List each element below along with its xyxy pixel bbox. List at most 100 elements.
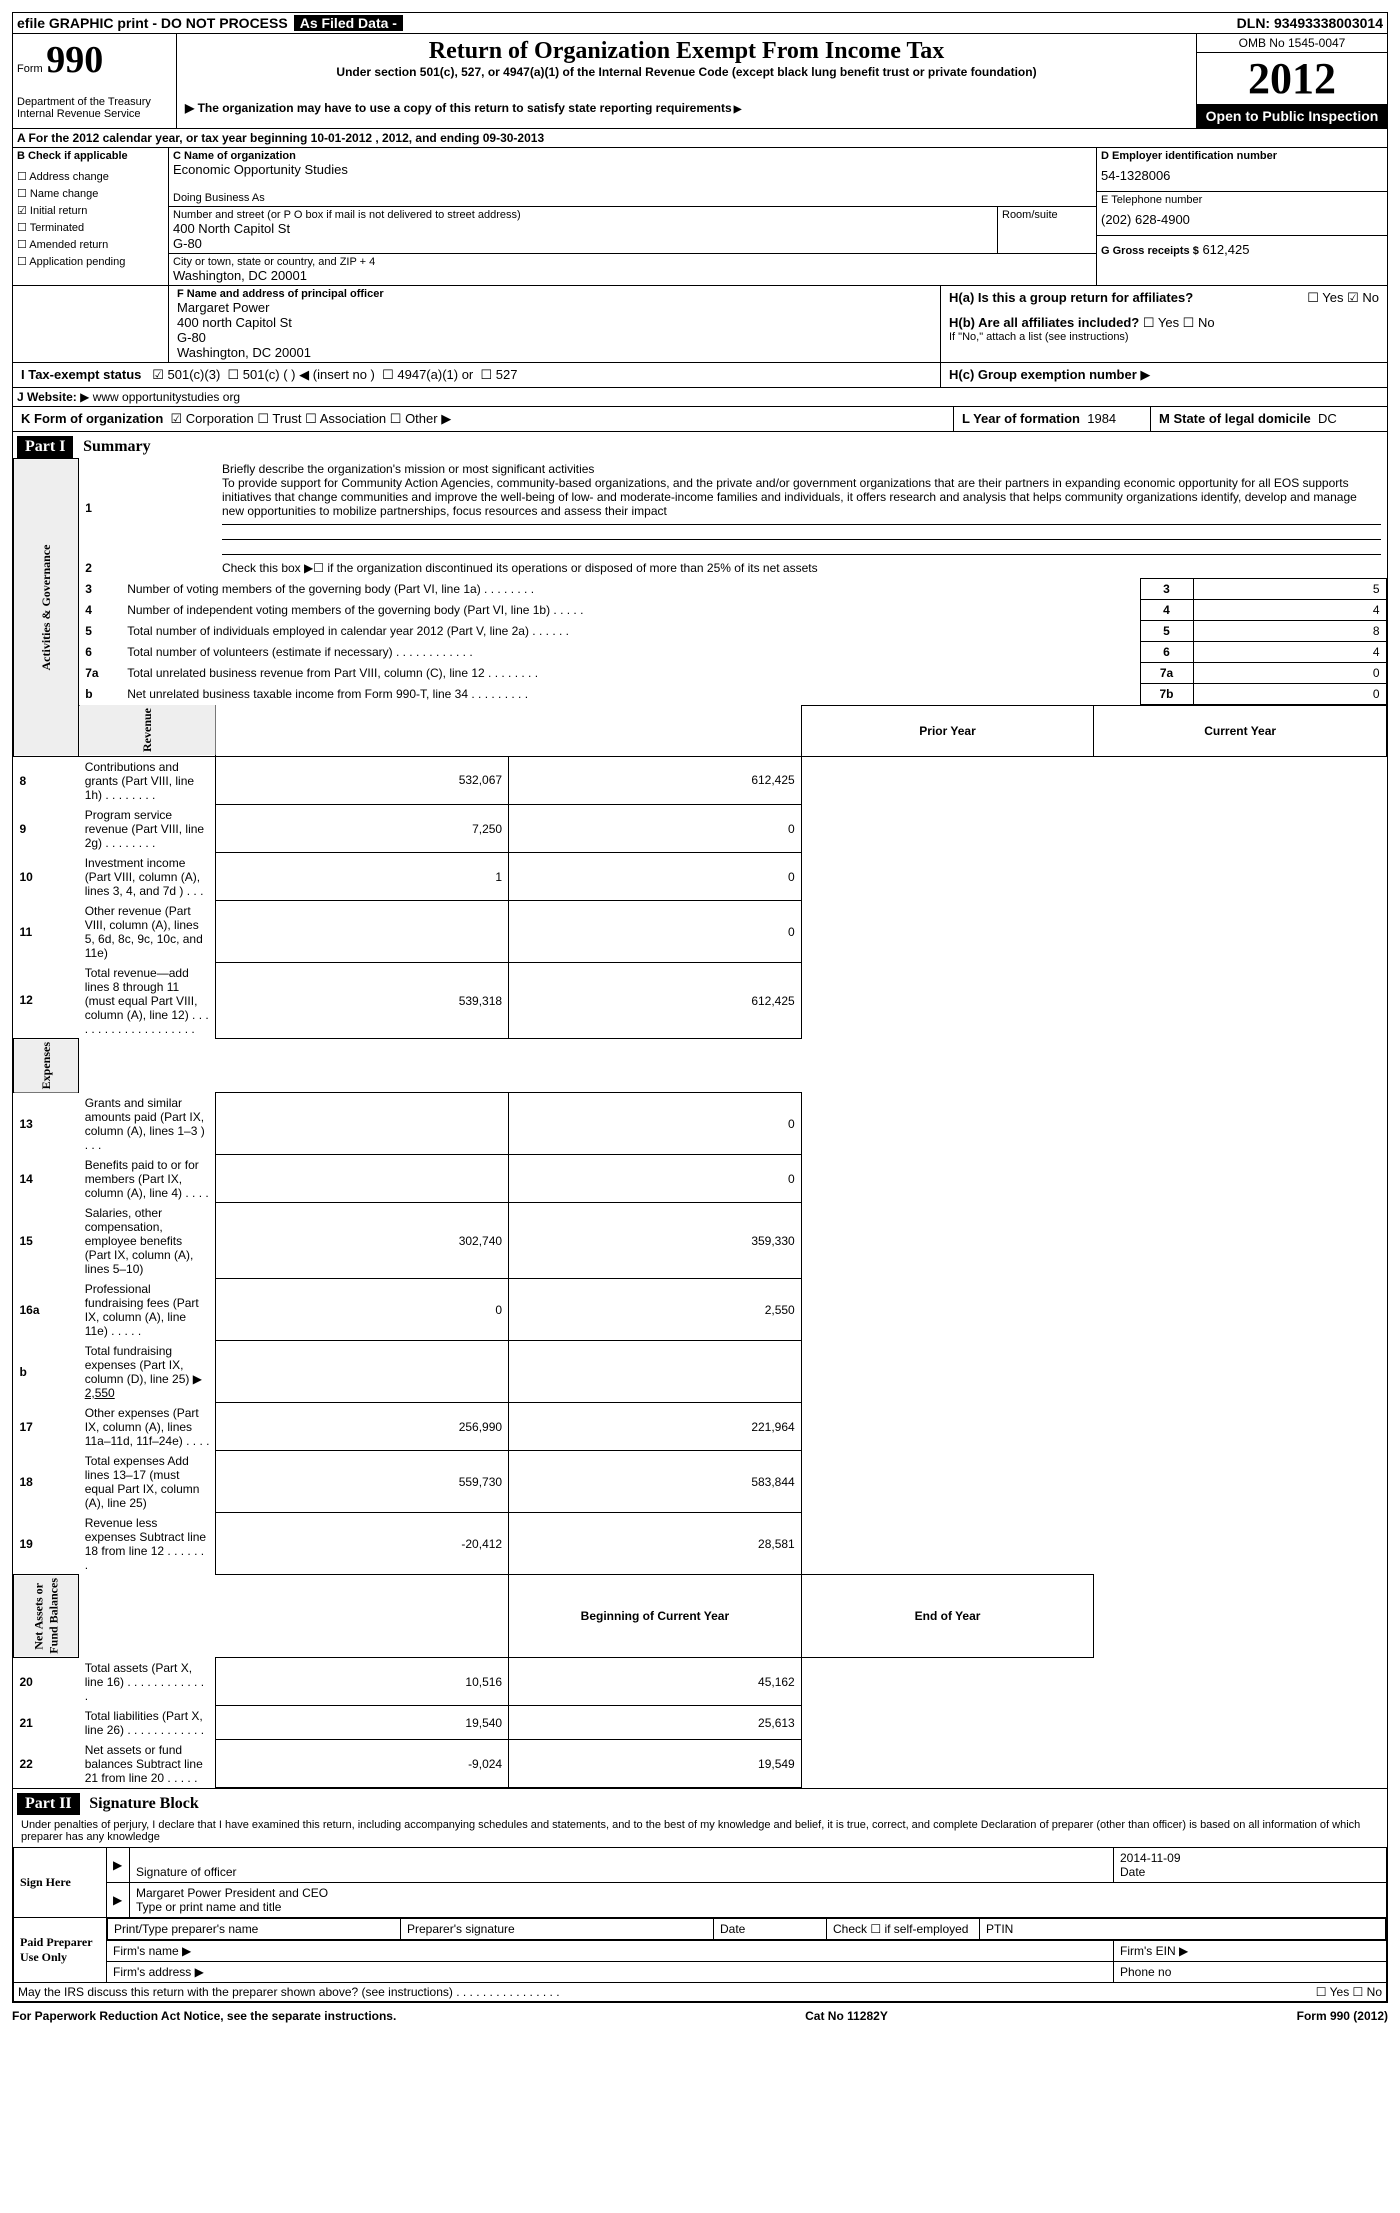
line-15: 15Salaries, other compensation, employee… (14, 1203, 1387, 1279)
city-state-zip: Washington, DC 20001 (173, 268, 1092, 283)
prep-sig-label: Preparer's signature (401, 1919, 714, 1940)
b-header: B Check if applicable (13, 148, 168, 164)
dept-treasury: Department of the Treasury Internal Reve… (17, 96, 172, 120)
phone-label: Phone no (1114, 1962, 1387, 1983)
line-8: 8Contributions and grants (Part VIII, li… (14, 756, 1387, 805)
officer-address: 400 north Capitol St G-80 Washington, DC… (177, 315, 932, 360)
q1-label: Briefly describe the organization's miss… (222, 462, 594, 476)
paperwork-notice: For Paperwork Reduction Act Notice, see … (12, 2009, 396, 2023)
paid-preparer-label: Paid Preparer Use Only (14, 1918, 107, 1983)
org-name: Economic Opportunity Studies (173, 162, 1092, 177)
subtitle-1: Under section 501(c), 527, or 4947(a)(1)… (185, 65, 1188, 79)
state-domicile: DC (1318, 411, 1337, 426)
line-19: 19Revenue less expenses Subtract line 18… (14, 1513, 1387, 1575)
city-label: City or town, state or country, and ZIP … (173, 256, 1092, 268)
main-title: Return of Organization Exempt From Incom… (185, 38, 1188, 65)
col-deg: D Employer identification number 54-1328… (1097, 148, 1387, 285)
form-number-box: Form 990 Department of the Treasury Inte… (13, 34, 177, 128)
firm-addr-label: Firm's address ▶ (107, 1962, 1114, 1983)
col-current: Current Year (1094, 705, 1387, 756)
i-label: I Tax-exempt status (21, 367, 141, 382)
officer-name: Margaret Power (177, 300, 932, 315)
line-9: 9Program service revenue (Part VIII, lin… (14, 805, 1387, 853)
dba-label: Doing Business As (173, 192, 1092, 204)
line-16a: 16aProfessional fundraising fees (Part I… (14, 1279, 1387, 1341)
line-13: 13Grants and similar amounts paid (Part … (14, 1093, 1387, 1155)
col-end: End of Year (801, 1575, 1094, 1658)
checkbox-initial-return[interactable]: ☑ Initial return (17, 204, 164, 217)
omb-number: OMB No 1545-0047 (1197, 34, 1387, 53)
col-beginning: Beginning of Current Year (509, 1575, 802, 1658)
part2-title: Signature Block (89, 1795, 199, 1812)
street-address: 400 North Capitol St G-80 (173, 221, 993, 251)
checkbox-name-change[interactable]: ☐ Name change (17, 187, 164, 200)
h-block: H(a) Is this a group return for affiliat… (941, 286, 1387, 362)
checkbox-application-pending[interactable]: ☐ Application pending (17, 255, 164, 268)
sign-here-label: Sign Here (14, 1848, 107, 1918)
c-name-label: C Name of organization (173, 150, 1092, 162)
checkbox-address-change[interactable]: ☐ Address change (17, 170, 164, 183)
addr-label: Number and street (or P O box if mail is… (173, 209, 993, 221)
e-label: E Telephone number (1101, 194, 1383, 206)
firm-name-label: Firm's name ▶ (107, 1941, 1114, 1962)
part-1: Part I Summary Activities & Governance 1… (12, 432, 1388, 1789)
checkbox-amended-return[interactable]: ☐ Amended return (17, 238, 164, 251)
line-a: A For the 2012 calendar year, or tax yea… (12, 129, 1388, 148)
title-box: Return of Organization Exempt From Incom… (177, 34, 1196, 128)
g-label: G Gross receipts $ (1101, 245, 1199, 257)
perjury-statement: Under penalties of perjury, I declare th… (13, 1815, 1387, 1847)
self-employed-check: Check ☐ if self-employed (827, 1919, 980, 1940)
sig-officer-label: Signature of officer (130, 1848, 1114, 1883)
open-inspection: Open to Public Inspection (1197, 104, 1387, 128)
summary-line-3: 3Number of voting members of the governi… (79, 578, 1386, 599)
firm-ein-label: Firm's EIN ▶ (1114, 1941, 1387, 1962)
line-18: 18Total expenses Add lines 13–17 (must e… (14, 1451, 1387, 1513)
line-22: 22Net assets or fund balances Subtract l… (14, 1740, 1387, 1788)
col-b: B Check if applicable ☐ Address change ☐ … (13, 148, 169, 285)
telephone: (202) 628-4900 (1101, 212, 1383, 227)
subtitle-2: ▶ The organization may have to use a cop… (185, 101, 1188, 115)
col-prior: Prior Year (801, 705, 1094, 756)
col-c: C Name of organization Economic Opportun… (169, 148, 1097, 285)
i-row: I Tax-exempt status ☑ 501(c)(3) ☐ 501(c)… (12, 363, 1388, 388)
ptin-label: PTIN (980, 1919, 1386, 1940)
line-20: 20Total assets (Part X, line 16) . . . .… (14, 1658, 1387, 1706)
checkbox-terminated[interactable]: ☐ Terminated (17, 221, 164, 234)
fh-block: F Name and address of principal officer … (12, 286, 1388, 363)
summary-line-5: 5Total number of individuals employed in… (79, 620, 1386, 641)
summary-line-b: bNet unrelated business taxable income f… (79, 683, 1386, 704)
year-formation: 1984 (1087, 411, 1116, 426)
summary-line-6: 6Total number of volunteers (estimate if… (79, 641, 1386, 662)
h-b: H(b) Are all affiliates included? ☐ Yes … (949, 315, 1379, 343)
gross-receipts: 612,425 (1202, 242, 1249, 257)
top-bar: efile GRAPHIC print - DO NOT PROCESS As … (12, 12, 1388, 34)
part1-header: Part I (17, 436, 73, 458)
cat-no: Cat No 11282Y (805, 2009, 888, 2023)
form-header: Form 990 Department of the Treasury Inte… (12, 34, 1388, 129)
d-label: D Employer identification number (1101, 150, 1383, 162)
part1-title: Summary (83, 438, 151, 455)
efile-warning: efile GRAPHIC print - DO NOT PROCESS (17, 15, 288, 31)
summary-line-7a: 7aTotal unrelated business revenue from … (79, 662, 1386, 683)
part-2: Part II Signature Block Under penalties … (12, 1789, 1388, 2003)
discuss-row: May the IRS discuss this return with the… (13, 1983, 1387, 2002)
line-10: 10Investment income (Part VIII, column (… (14, 853, 1387, 901)
dln: DLN: 93493338003014 (1237, 15, 1383, 31)
sig-date: 2014-11-09 Date (1114, 1848, 1387, 1883)
identity-block: B Check if applicable ☐ Address change ☐ … (12, 148, 1388, 286)
mission-text: To provide support for Community Action … (222, 476, 1357, 518)
year-box: OMB No 1545-0047 2012 Open to Public Ins… (1196, 34, 1387, 128)
tax-year: 2012 (1197, 53, 1387, 104)
q2-text: Check this box ▶☐ if the organization di… (216, 558, 1387, 578)
ein: 54-1328006 (1101, 168, 1383, 183)
side-revenue: Revenue (79, 705, 216, 756)
prep-name-label: Print/Type preparer's name (108, 1919, 401, 1940)
line-21: 21Total liabilities (Part X, line 26) . … (14, 1706, 1387, 1740)
as-filed-label: As Filed Data - (294, 15, 403, 31)
line-11: 11Other revenue (Part VIII, column (A), … (14, 901, 1387, 963)
line-b: bTotal fundraising expenses (Part IX, co… (14, 1341, 1387, 1403)
side-governance: Activities & Governance (14, 459, 79, 757)
h-a: H(a) Is this a group return for affiliat… (949, 290, 1379, 305)
line-17: 17Other expenses (Part IX, column (A), l… (14, 1403, 1387, 1451)
website: www opportunitystudies org (93, 390, 240, 404)
